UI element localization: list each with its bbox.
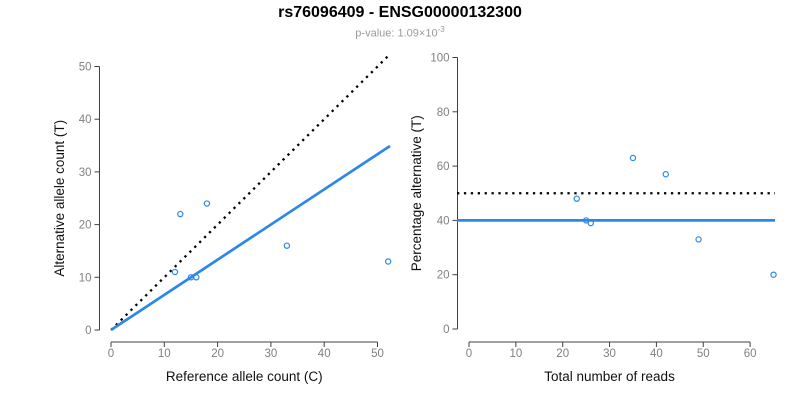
- x-tick-label: 40: [650, 348, 663, 360]
- x-tick-label: 60: [744, 348, 757, 360]
- fit-line: [110, 144, 391, 332]
- y-tick-label: 20: [437, 270, 450, 282]
- y-tick-label: 50: [79, 62, 92, 74]
- x-tick-label: 10: [509, 348, 522, 360]
- y-tick-label: 40: [437, 215, 450, 227]
- y-tick-label: 100: [430, 53, 449, 65]
- y-tick-label: 0: [85, 325, 91, 337]
- y-axis: 0 20 40 60 80 100 Percentage alternative (T): [409, 53, 458, 336]
- x-tick-label: 40: [318, 348, 331, 360]
- x-tick-label: 0: [108, 348, 114, 360]
- data-point: [193, 274, 200, 281]
- data-point: [203, 200, 211, 207]
- data-point: [582, 217, 590, 224]
- y-axis-title: Percentage alternative (T): [409, 115, 424, 271]
- data-point: [573, 195, 580, 202]
- x-axis-title: Total number of reads: [544, 369, 675, 384]
- data-point: [662, 171, 669, 178]
- identity-line: [110, 53, 391, 331]
- data-points: [573, 154, 777, 278]
- x-tick-label: 30: [265, 348, 278, 360]
- data-point: [177, 210, 184, 218]
- y-tick-label: 60: [437, 161, 450, 173]
- data-points: [171, 200, 392, 281]
- y-tick-label: 0: [443, 324, 449, 336]
- data-point: [770, 271, 777, 278]
- y-tick-label: 10: [79, 272, 92, 284]
- x-tick-label: 50: [371, 348, 384, 360]
- x-axis: 0 10 20 30 40 50 60 Total number of reads: [466, 341, 757, 384]
- x-axis-title: Reference allele count (C): [166, 369, 323, 384]
- data-point: [171, 268, 179, 276]
- data-point: [695, 236, 702, 243]
- y-axis-title: Alternative allele count (T): [52, 120, 67, 277]
- data-point: [629, 154, 637, 162]
- chart-title: rs76096409 - ENSG00000132300: [278, 4, 522, 21]
- y-tick-label: 30: [79, 167, 92, 179]
- y-tick-label: 80: [437, 107, 450, 119]
- allele-counts-panel: 0 10 20 30 40 50 Reference allele count (C) 0 10…: [52, 53, 392, 384]
- pvalue-exponent: -3: [437, 25, 445, 34]
- x-tick-label: 20: [556, 348, 569, 360]
- y-axis: 0 10 20 30 40 50 Alternative allele count (T): [52, 62, 100, 337]
- y-tick-label: 20: [79, 220, 92, 232]
- x-tick-label: 0: [466, 348, 472, 360]
- data-point: [384, 258, 392, 265]
- x-tick-label: 10: [158, 348, 171, 360]
- data-point: [283, 242, 291, 249]
- x-axis: 0 10 20 30 40 50 Reference allele count (C): [108, 341, 384, 384]
- y-tick-label: 40: [79, 114, 92, 126]
- percentage-vs-reads-panel: 0 10 20 30 40 50 60 Total number of reads 0 20 40 6…: [409, 53, 777, 384]
- chart-subtitle: p-value: 1.09×10-3: [0, 25, 800, 40]
- x-tick-label: 50: [697, 348, 710, 360]
- pvalue-text: p-value: 1.09×10: [355, 27, 438, 40]
- data-point: [587, 219, 595, 227]
- x-tick-label: 20: [211, 348, 224, 360]
- x-tick-label: 30: [603, 348, 616, 360]
